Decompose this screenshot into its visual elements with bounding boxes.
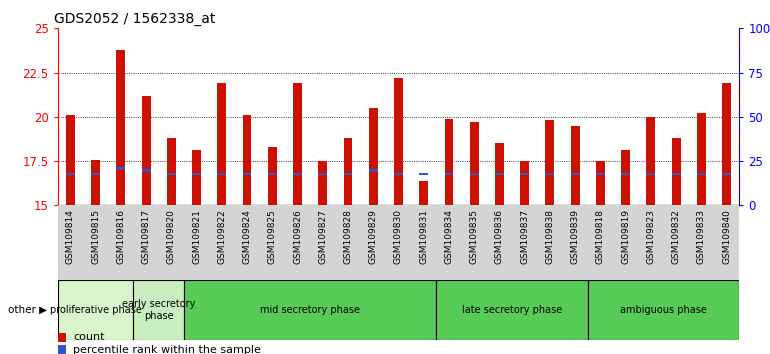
Bar	[91, 160, 100, 205]
Text: GSM109822: GSM109822	[217, 209, 226, 264]
Bar	[621, 173, 630, 175]
Bar	[444, 173, 454, 175]
Bar	[142, 96, 150, 205]
Bar	[697, 173, 706, 175]
Bar	[671, 173, 681, 175]
Bar	[58, 345, 66, 354]
Text: mid secretory phase: mid secretory phase	[260, 305, 360, 315]
Bar	[91, 173, 100, 175]
Bar	[318, 161, 327, 205]
Text: GSM109817: GSM109817	[142, 209, 151, 264]
Bar	[420, 173, 428, 175]
Bar	[444, 119, 454, 205]
Text: GSM109827: GSM109827	[318, 209, 327, 264]
Text: GSM109836: GSM109836	[495, 209, 504, 264]
Bar	[217, 173, 226, 175]
Text: GSM109825: GSM109825	[268, 209, 276, 264]
Text: GSM109824: GSM109824	[243, 209, 252, 264]
Bar	[571, 126, 580, 205]
Bar	[722, 173, 731, 175]
Bar	[545, 173, 554, 175]
Bar	[268, 173, 276, 175]
Bar	[621, 150, 630, 205]
Bar	[243, 173, 252, 175]
Text: GSM109821: GSM109821	[192, 209, 201, 264]
Bar	[167, 173, 176, 175]
Bar	[58, 280, 133, 340]
Bar	[343, 138, 353, 205]
Bar	[343, 173, 353, 175]
Bar	[142, 169, 150, 172]
Bar	[369, 108, 377, 205]
Bar	[647, 117, 655, 205]
Text: GSM109823: GSM109823	[646, 209, 655, 264]
Bar	[437, 280, 588, 340]
Text: GSM109830: GSM109830	[394, 209, 403, 264]
Text: GSM109835: GSM109835	[470, 209, 479, 264]
Bar	[293, 83, 302, 205]
Bar	[521, 173, 529, 175]
Bar	[66, 115, 75, 205]
Bar	[722, 83, 731, 205]
Text: early secretory
phase: early secretory phase	[122, 299, 196, 321]
Bar	[369, 169, 377, 172]
Bar	[133, 280, 184, 340]
Bar	[420, 181, 428, 205]
Bar	[66, 173, 75, 175]
Bar	[116, 167, 126, 170]
Bar	[268, 147, 276, 205]
Bar	[495, 143, 504, 205]
Text: proliferative phase: proliferative phase	[50, 305, 142, 315]
Text: GSM109832: GSM109832	[671, 209, 681, 264]
Text: GSM109814: GSM109814	[66, 209, 75, 264]
Bar	[697, 113, 706, 205]
Text: GSM109834: GSM109834	[444, 209, 454, 264]
Bar	[596, 161, 604, 205]
Text: GSM109831: GSM109831	[419, 209, 428, 264]
Bar	[545, 120, 554, 205]
Text: GSM109826: GSM109826	[293, 209, 302, 264]
Text: GSM109819: GSM109819	[621, 209, 630, 264]
Text: GSM109815: GSM109815	[91, 209, 100, 264]
Bar	[192, 173, 201, 175]
Text: GSM109838: GSM109838	[545, 209, 554, 264]
Bar	[293, 173, 302, 175]
Bar	[243, 115, 252, 205]
Text: GSM109818: GSM109818	[596, 209, 605, 264]
Text: GSM109837: GSM109837	[521, 209, 529, 264]
Bar	[58, 333, 66, 342]
Text: other ▶: other ▶	[8, 305, 47, 315]
Bar	[167, 138, 176, 205]
Bar	[588, 280, 739, 340]
Text: percentile rank within the sample: percentile rank within the sample	[73, 345, 261, 354]
Bar	[470, 122, 479, 205]
Bar	[495, 173, 504, 175]
Text: count: count	[73, 332, 105, 342]
Bar	[571, 173, 580, 175]
Text: GSM109820: GSM109820	[167, 209, 176, 264]
Text: late secretory phase: late secretory phase	[462, 305, 562, 315]
Bar	[394, 173, 403, 175]
Bar	[217, 83, 226, 205]
Bar	[184, 280, 437, 340]
Bar	[394, 78, 403, 205]
Text: GSM109840: GSM109840	[722, 209, 731, 264]
Bar	[318, 173, 327, 175]
Bar	[521, 161, 529, 205]
Text: ambiguous phase: ambiguous phase	[620, 305, 707, 315]
Text: GSM109829: GSM109829	[369, 209, 378, 264]
Bar	[116, 50, 126, 205]
Text: GSM109839: GSM109839	[571, 209, 580, 264]
Text: GSM109828: GSM109828	[343, 209, 353, 264]
Bar	[192, 150, 201, 205]
Text: GSM109833: GSM109833	[697, 209, 706, 264]
Bar	[647, 173, 655, 175]
Bar	[470, 173, 479, 175]
Text: GDS2052 / 1562338_at: GDS2052 / 1562338_at	[55, 12, 216, 26]
Bar	[596, 173, 604, 175]
Text: GSM109816: GSM109816	[116, 209, 126, 264]
Bar	[671, 138, 681, 205]
